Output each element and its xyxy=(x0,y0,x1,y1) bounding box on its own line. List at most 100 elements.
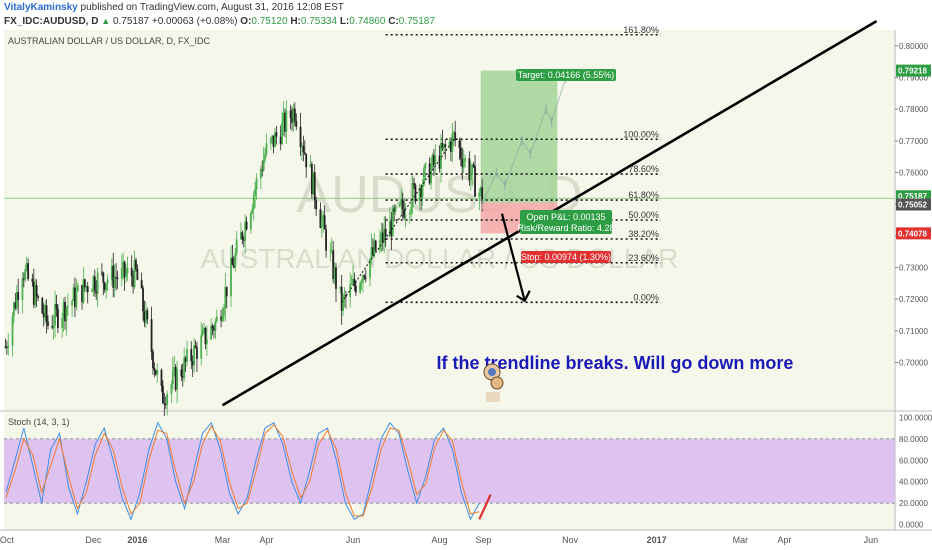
candle-body xyxy=(413,183,415,186)
candle-body xyxy=(275,132,278,137)
candle-body xyxy=(116,277,119,279)
candle-body xyxy=(34,285,37,305)
candle-body xyxy=(130,267,133,277)
stop-label: Stop: 0.00974 (1.30%) xyxy=(521,252,611,262)
candle-body xyxy=(264,153,266,160)
candle-body xyxy=(360,282,363,284)
candle-body xyxy=(353,278,356,286)
arrow-down[interactable] xyxy=(500,213,531,303)
arrow-shaft[interactable] xyxy=(500,213,526,302)
candle-body xyxy=(254,189,257,196)
stop-label-box xyxy=(521,251,611,263)
publish-info: VitalyKaminsky published on TradingView.… xyxy=(4,2,344,13)
candle-body xyxy=(123,261,126,278)
low-value: 0.74860 xyxy=(349,16,386,27)
candle-body xyxy=(404,214,407,218)
candle-body xyxy=(235,239,238,254)
stoch-indicator[interactable] xyxy=(4,421,895,521)
stoch-title: Stoch (14, 3, 1) xyxy=(8,417,70,427)
time-tick-label: Jun xyxy=(346,535,361,545)
candle-body xyxy=(25,263,28,269)
candle-body xyxy=(261,169,264,171)
publish-text: published on TradingView.com, August 31,… xyxy=(80,2,344,13)
last-price: 0.75187 xyxy=(112,16,150,27)
candle-body xyxy=(394,206,397,212)
fib-level-label: 38.20% xyxy=(628,229,659,239)
candle-body xyxy=(325,229,327,251)
candle-body xyxy=(303,152,306,154)
candle-body xyxy=(462,161,465,168)
high-value: 0.75334 xyxy=(300,16,338,27)
candle-body xyxy=(369,258,371,278)
projection-line[interactable] xyxy=(481,77,567,205)
candle-body xyxy=(65,307,68,322)
profit-zone[interactable] xyxy=(480,70,558,203)
candle-body xyxy=(51,325,54,328)
price-axis[interactable]: 0.80000 0.79000 0.78000 0.77000 0.76000 0.750… xyxy=(895,42,931,368)
stoch-d-line[interactable] xyxy=(5,424,480,517)
candle-body xyxy=(313,172,316,201)
stoch-axis[interactable]: 100.0000 80.0000 60.0000 40.0000 20.0000 0.00… xyxy=(899,413,932,529)
candle-body xyxy=(234,253,237,268)
candle-body xyxy=(391,208,394,237)
fib-level-label: 50.00% xyxy=(628,210,659,220)
candle-body xyxy=(468,158,471,181)
open-label: O: xyxy=(240,16,252,27)
candle-body xyxy=(214,321,217,331)
main-pane-background xyxy=(4,30,895,410)
candle-body xyxy=(181,376,184,378)
price-tick-label: 0.80000 xyxy=(899,42,928,51)
candle-body xyxy=(106,279,109,284)
candle-body xyxy=(85,286,88,288)
candle-body xyxy=(242,239,245,241)
candle-body xyxy=(103,282,106,291)
price-tick-label: 0.76000 xyxy=(899,169,928,178)
candle-body xyxy=(45,305,48,322)
annotation-text[interactable]: If the trendline breaks. Will go down mo… xyxy=(437,353,794,373)
candle-body xyxy=(301,146,303,148)
candle-body xyxy=(458,140,461,148)
candle-body xyxy=(105,283,108,291)
stoch-annotation-line[interactable] xyxy=(478,494,492,520)
candle-body xyxy=(71,301,74,306)
candle-body xyxy=(230,257,232,297)
candle-body xyxy=(14,302,17,309)
candle-body xyxy=(342,295,344,311)
candle-body xyxy=(166,393,169,405)
candle-body xyxy=(95,290,98,294)
fib-level-label: 100.00% xyxy=(623,129,659,139)
candle-body xyxy=(41,297,44,314)
candle-body xyxy=(249,213,252,230)
stoch-tick-label: 60.0000 xyxy=(899,456,928,465)
candle-body xyxy=(418,187,421,202)
candle-body xyxy=(464,158,467,162)
candle-body xyxy=(75,291,78,308)
candle-body xyxy=(255,178,258,190)
candle-body xyxy=(110,265,113,280)
price-tick-label: 0.70000 xyxy=(899,359,928,368)
time-tick-label: Sep xyxy=(476,535,492,545)
candle-body xyxy=(478,192,481,197)
candle-body xyxy=(140,279,143,289)
fib-level-label: 0.00% xyxy=(633,292,659,302)
candle-body xyxy=(135,260,137,269)
candle-body xyxy=(42,313,45,318)
stoch-tick-label: 100.0000 xyxy=(899,413,932,422)
fib-anchor-line[interactable] xyxy=(341,138,455,303)
candle-body xyxy=(47,321,49,326)
candle-body xyxy=(350,284,353,286)
candle-body xyxy=(452,132,455,134)
candle-body xyxy=(262,159,265,171)
candle-body xyxy=(115,276,117,278)
candle-body xyxy=(100,272,103,274)
time-axis[interactable]: Oct Dec 2016 Mar Apr Jun Aug Sep Nov 2017 Mar Apr Ju… xyxy=(0,535,878,545)
candle-body xyxy=(11,316,14,346)
time-tick-label: Oct xyxy=(0,535,14,545)
author-link[interactable]: VitalyKaminsky xyxy=(4,2,78,13)
rr-label: Risk/Reward Ratio: 4.28 xyxy=(517,223,614,233)
candle-body xyxy=(289,110,292,118)
stop-price-badge-bg xyxy=(896,227,931,240)
candle-body xyxy=(374,240,377,251)
candle-body xyxy=(293,108,296,121)
